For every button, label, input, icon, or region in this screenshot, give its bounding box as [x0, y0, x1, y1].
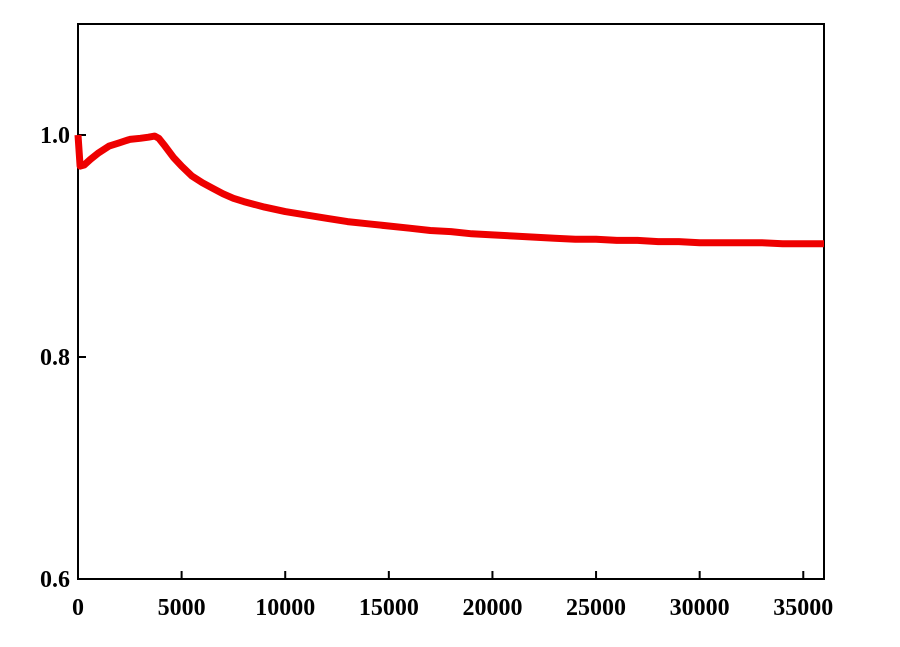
y-axis: 0.6 0.8 1.0 [40, 123, 86, 593]
y-tick-label: 0.8 [40, 345, 70, 371]
x-tick-label: 25000 [566, 595, 626, 621]
y-tick-label: 0.6 [40, 567, 70, 593]
x-axis: 0 5000 10000 15000 20000 25000 30000 35000 [72, 571, 833, 621]
series-layer [74, 132, 824, 248]
x-tick-label: 20000 [462, 595, 522, 621]
x-tick-label: 0 [72, 595, 84, 621]
x-tick-label: 15000 [359, 595, 419, 621]
y-tick-label: 1.0 [40, 123, 70, 149]
x-tick-label: 30000 [670, 595, 730, 621]
series-line [74, 132, 824, 248]
plot-frame [77, 23, 825, 580]
x-tick-label: 5000 [158, 595, 206, 621]
x-tick-label: 35000 [773, 595, 833, 621]
x-tick-label: 10000 [255, 595, 315, 621]
